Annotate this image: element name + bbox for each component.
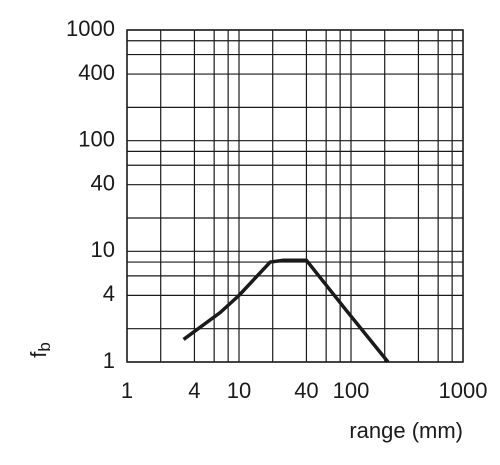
y-tick-label: 400 [78, 60, 115, 85]
y-label-text: fb [26, 342, 55, 358]
x-label: range (mm) [349, 418, 463, 443]
x-tick-label: 4 [188, 378, 200, 403]
data-line [182, 258, 390, 364]
y-label-sub: b [35, 342, 54, 351]
x-tick-label: 40 [294, 378, 318, 403]
y-tick-label: 10 [91, 237, 115, 262]
y-label-main: f [26, 351, 51, 358]
x-tick-label: 100 [333, 378, 370, 403]
x-tick-label: 10 [227, 378, 251, 403]
y-tick-label: 1000 [66, 16, 115, 41]
y-tick-label: 40 [91, 171, 115, 196]
y-tick-label: 1 [103, 348, 115, 373]
y-tick-label: 4 [103, 281, 115, 306]
y-tick-label: 100 [78, 126, 115, 151]
x-tick-label: 1000 [439, 378, 488, 403]
x-tick-label: 1 [121, 378, 133, 403]
y-label: fb [26, 342, 55, 358]
plot-frame [126, 29, 464, 363]
